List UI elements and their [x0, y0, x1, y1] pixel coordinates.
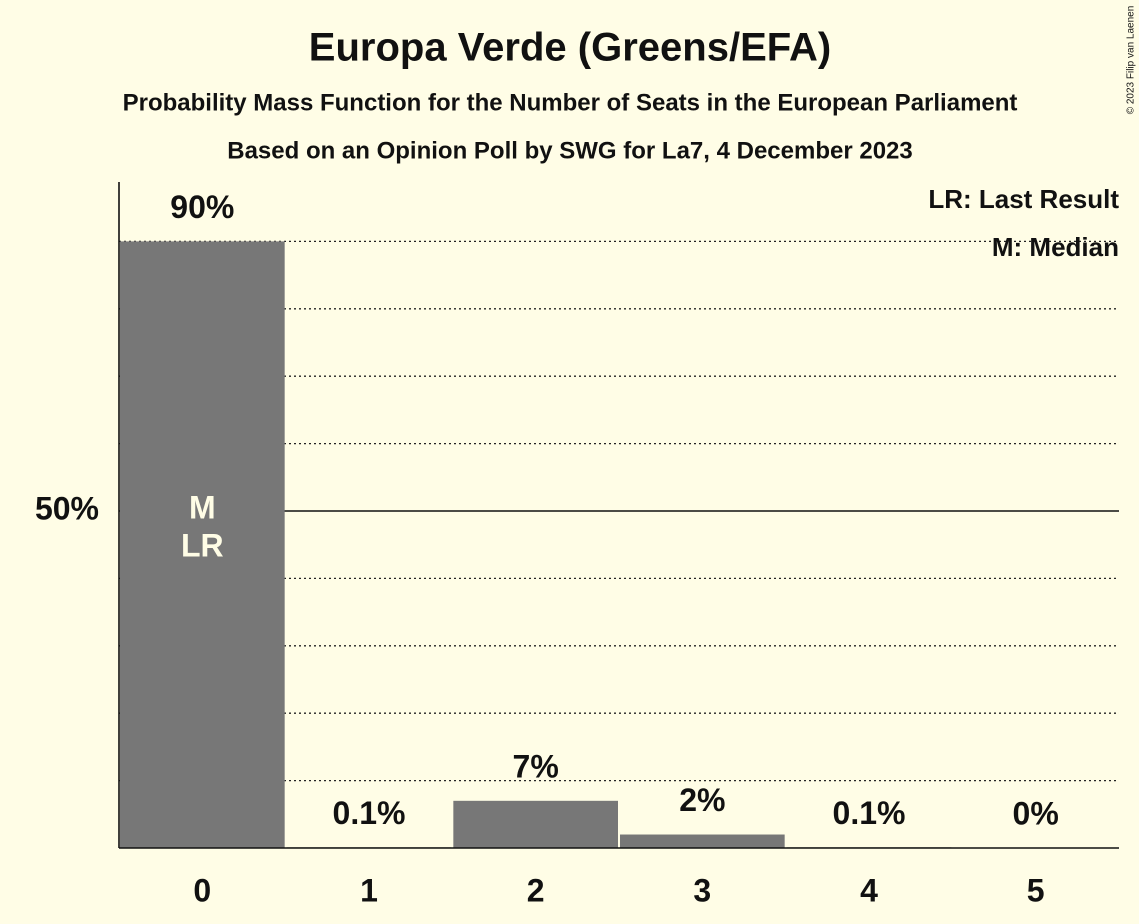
value-label: 90% — [170, 189, 234, 225]
x-tick-label: 0 — [193, 872, 211, 908]
bar — [120, 241, 285, 848]
y-tick-label: 50% — [35, 490, 99, 526]
legend-entry: M: Median — [992, 232, 1119, 262]
x-tick-label: 1 — [360, 872, 378, 908]
value-label: 7% — [513, 748, 559, 784]
chart-title: Europa Verde (Greens/EFA) — [309, 26, 831, 70]
value-label: 2% — [679, 782, 725, 818]
value-label: 0.1% — [333, 795, 406, 831]
bar-annotation: LR — [181, 527, 224, 563]
x-tick-label: 2 — [527, 872, 545, 908]
value-label: 0.1% — [833, 795, 906, 831]
chart-source: Based on an Opinion Poll by SWG for La7,… — [227, 137, 913, 164]
credit: © 2023 Filip van Laenen — [1126, 6, 1137, 115]
x-tick-label: 3 — [693, 872, 711, 908]
bar-annotation: M — [189, 489, 216, 525]
x-tick-label: 5 — [1027, 872, 1045, 908]
value-label: 0% — [1013, 795, 1059, 831]
bar — [620, 834, 785, 848]
bar — [453, 800, 618, 848]
x-tick-label: 4 — [860, 872, 878, 908]
chart-subtitle: Probability Mass Function for the Number… — [123, 89, 1018, 116]
legend-entry: LR: Last Result — [928, 184, 1119, 214]
